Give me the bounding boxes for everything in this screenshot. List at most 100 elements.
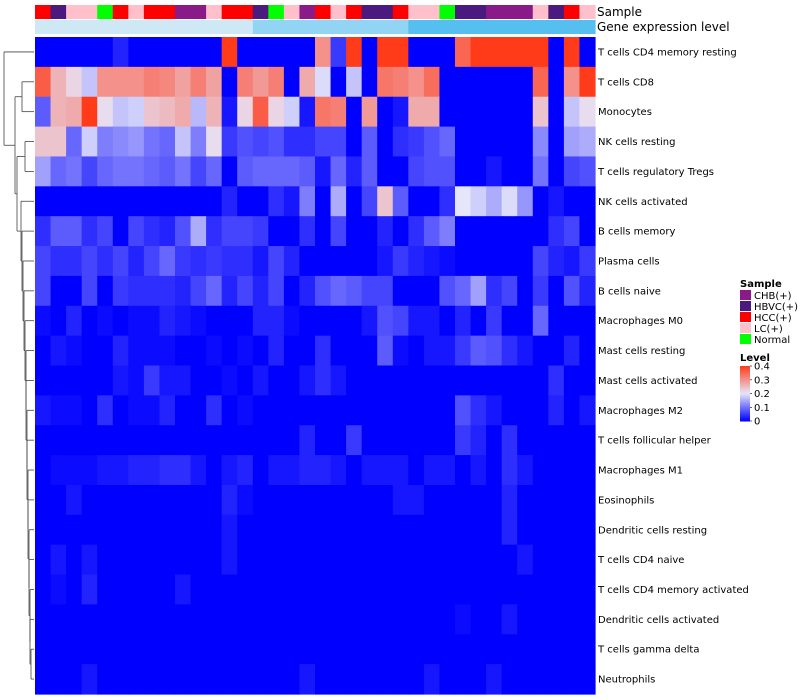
heatmap-cell <box>206 216 223 247</box>
sample-annotation-cell <box>548 5 565 19</box>
heatmap-cell <box>532 455 549 486</box>
heatmap-cell <box>501 66 518 98</box>
heatmap-cell <box>268 246 285 277</box>
gene-expression-annotation-cell <box>548 20 565 34</box>
heatmap-cell <box>330 634 347 665</box>
sample-annotation-cell <box>143 5 161 19</box>
heatmap-cell <box>315 514 332 546</box>
row-label: Eosinophils <box>598 495 654 506</box>
heatmap-cell <box>237 96 254 128</box>
heatmap-cell <box>377 335 394 367</box>
gene-expression-annotation-cell <box>112 20 129 34</box>
level-legend-title: Level <box>740 353 770 364</box>
heatmap-cell <box>330 305 347 337</box>
heatmap-cell <box>299 514 316 546</box>
gene-expression-annotation-cell <box>517 20 534 34</box>
heatmap-cell <box>66 574 83 606</box>
heatmap-cell <box>439 216 456 247</box>
heatmap-cell <box>252 365 269 396</box>
heatmap-cell <box>81 37 98 68</box>
heatmap-cell <box>501 126 518 158</box>
heatmap-cell <box>221 425 238 456</box>
heatmap-cell <box>50 275 67 307</box>
heatmap-cell <box>81 544 98 576</box>
heatmap-cell <box>423 425 441 456</box>
heatmap-cell <box>50 574 67 606</box>
heatmap-cell <box>175 275 192 307</box>
heatmap-cell <box>206 66 223 98</box>
heatmap-cell <box>268 275 285 307</box>
heatmap-cell <box>190 126 207 158</box>
heatmap-cell <box>128 544 145 576</box>
heatmap-cell <box>128 246 145 277</box>
heatmap-cell <box>299 305 316 337</box>
heatmap-cell <box>206 305 223 337</box>
gene-expression-annotation-cell <box>66 20 83 34</box>
heatmap-cell <box>439 664 456 695</box>
heatmap-cell <box>315 305 332 337</box>
heatmap-cell <box>330 604 347 635</box>
heatmap-cell <box>330 96 347 128</box>
sample-annotation-cell <box>35 5 52 19</box>
level-gradient-segment <box>740 378 750 381</box>
heatmap-cell <box>346 37 363 68</box>
heatmap-cell <box>35 275 52 307</box>
heatmap-cell <box>501 96 518 128</box>
heatmap-cell <box>377 514 394 546</box>
heatmap-cell <box>190 66 207 98</box>
heatmap-cell <box>143 395 161 426</box>
heatmap-cell <box>112 634 129 665</box>
heatmap-cell <box>579 126 596 158</box>
heatmap-cell <box>532 37 549 68</box>
level-gradient-segment <box>740 404 750 407</box>
heatmap-cell <box>299 604 316 635</box>
heatmap-cell <box>423 514 441 546</box>
heatmap-cell <box>563 246 581 277</box>
level-gradient-segment <box>740 408 750 411</box>
heatmap-cell <box>35 544 52 576</box>
heatmap-cell <box>548 574 565 606</box>
heatmap-cell <box>128 634 145 665</box>
heatmap-cell <box>221 634 238 665</box>
heatmap-cell <box>283 634 301 665</box>
heatmap-cell <box>563 455 581 486</box>
heatmap-cell <box>237 544 254 576</box>
heatmap-cell <box>97 604 114 635</box>
heatmap-cell <box>408 604 425 635</box>
heatmap-cell <box>563 96 581 128</box>
heatmap-cell <box>346 514 363 546</box>
heatmap-cell <box>159 335 176 367</box>
level-gradient-segment <box>740 403 750 406</box>
gene-expression-annotation-cell <box>50 20 67 34</box>
heatmap-cell <box>377 484 394 516</box>
heatmap-cell <box>532 634 549 665</box>
heatmap-cell <box>470 604 487 635</box>
heatmap-cell <box>361 275 378 307</box>
heatmap-cell <box>175 455 192 486</box>
heatmap-cell <box>455 246 472 277</box>
heatmap-cell <box>501 246 518 277</box>
heatmap-cell <box>470 574 487 606</box>
heatmap-cell <box>252 126 269 158</box>
heatmap-cell <box>128 126 145 158</box>
heatmap-cell <box>455 604 472 635</box>
heatmap-cell <box>330 246 347 277</box>
heatmap-cell <box>159 96 176 128</box>
heatmap-cell <box>143 216 161 247</box>
heatmap-cell <box>252 66 269 98</box>
level-gradient-segment <box>740 367 750 370</box>
heatmap-cell <box>423 156 441 187</box>
heatmap-cell <box>143 275 161 307</box>
heatmap-cell <box>81 66 98 98</box>
heatmap-cell <box>221 514 238 546</box>
heatmap-cell <box>423 66 441 98</box>
heatmap-cell <box>470 305 487 337</box>
gene-expression-annotation-cell <box>563 20 581 34</box>
heatmap-cell <box>283 455 301 486</box>
heatmap-cell <box>517 126 534 158</box>
heatmap-cell <box>377 305 394 337</box>
heatmap-cell <box>392 126 409 158</box>
heatmap-cell <box>361 365 378 396</box>
heatmap-cell <box>408 574 425 606</box>
heatmap-cell <box>315 484 332 516</box>
